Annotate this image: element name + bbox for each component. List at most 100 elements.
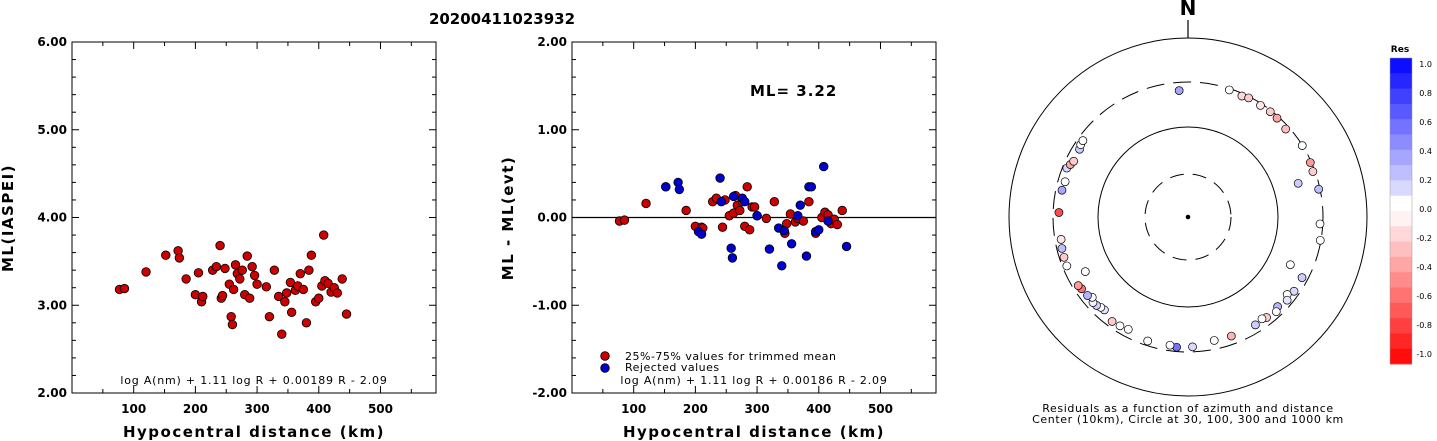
ml-distance-point-series-0 [304,265,314,275]
station-marker [1244,93,1254,103]
ml-distance-point-series-0 [341,309,352,319]
residual-distance-y-tick-label: 0.00 [537,211,567,225]
station-marker [1226,331,1236,341]
residual-distance-point-series-0 [804,197,814,207]
colorbar-cell [1390,149,1412,166]
colorbar-cell [1390,226,1412,243]
station-marker [1062,261,1072,271]
station-marker [1297,141,1307,150]
ml-distance-panel: 100 200 300 400 500 2.00 3.00 4.00 5.00 6.00 log … [0,35,437,441]
colorbar-tick-label: -0.4 [1416,263,1432,272]
ml-distance-point-series-0 [261,282,272,292]
colorbar-cell [1390,211,1412,227]
colorbar-cell [1390,73,1412,90]
north-label: N [1180,0,1197,20]
ml-distance-point-series-0 [332,288,342,298]
residual-distance-formula: log A(nm) + 1.11 log R + 0.00186 R - 2.0… [620,374,887,387]
colorbar-cell [1390,333,1412,350]
residual-distance-point-series-1 [819,161,829,172]
station-marker [1315,235,1325,245]
station-marker [1224,85,1234,95]
ml-distance-point-series-0 [295,268,305,279]
ml-distance-y-label: ML(IASPEI) [0,164,17,272]
ml-distance-point-series-0 [119,283,130,294]
station-marker [1080,267,1090,276]
legend-marker-rejected [600,363,610,373]
station-marker [1083,291,1092,300]
colorbar-cell [1390,348,1412,365]
station-marker [1056,235,1066,244]
residual-distance-point-series-0 [742,182,752,192]
ml-distance-y-tick-label: 3.00 [37,298,67,312]
ml-distance-x-tick-label: 100 [121,402,146,416]
colorbar-cell [1390,272,1412,288]
station-marker [1257,314,1267,324]
ml-distance-point-series-0 [161,250,171,260]
station-marker [1078,136,1088,145]
ml-distance-plot-frame [71,41,437,394]
ml-distance-point-series-0 [220,263,230,274]
colorbar-tick-label: -1.0 [1416,350,1432,359]
residual-distance-point-series-0 [837,205,847,216]
ml-distance-point-series-0 [281,288,292,298]
residual-distance-point-series-1 [786,239,797,249]
station-marker [1305,158,1315,167]
residual-distance-point-series-1 [779,225,789,236]
ml-distance-point-series-0 [301,318,312,328]
residual-distance-point-series-1 [806,182,817,192]
residual-distance-point-series-1 [728,191,739,202]
residual-distance-x-tick-label: 500 [868,402,893,416]
residual-distance-point-series-1 [795,200,805,210]
residual-distance-x-tick-label: 300 [745,402,770,416]
ml-distance-point-series-0 [235,274,245,284]
legend-label-trimmed: 25%-75% values for trimmed mean [625,350,837,363]
ml-distance-point-series-0 [273,291,284,302]
colorbar-tick-label: 0.8 [1419,89,1432,98]
ml-distance-point-series-0 [249,270,260,281]
station-marker [1285,260,1295,270]
residual-distance-y-tick-label: 1.00 [537,123,567,137]
ml-distance-point-series-0 [174,253,185,263]
station-marker [1209,336,1219,345]
circle-1000km [1008,37,1368,397]
ml-annotation: ML= 3.22 [750,82,837,100]
ml-distance-point-series-0 [230,260,241,270]
residual-distance-x-tick-label: 100 [621,402,646,416]
station-marker [1174,86,1184,95]
ml-distance-point-series-0 [337,274,347,284]
map-caption-line2: Center (10km), Circle at 30, 100, 300 an… [1032,413,1344,426]
colorbar-cell [1390,302,1412,319]
station-marker [1165,340,1175,350]
residual-distance-point-series-0 [761,213,772,224]
residual-distance-point-series-1 [841,241,852,252]
station-marker [1256,101,1265,110]
station-marker [1115,321,1125,331]
ml-distance-formula: log A(nm) + 1.11 log R + 0.00189 R - 2.0… [120,374,387,387]
colorbar-cell [1390,256,1412,273]
ml-distance-point-series-0 [226,311,236,322]
station-marker [1293,178,1303,188]
residual-distance-point-series-1 [696,229,707,239]
ml-distance-point-series-0 [242,251,252,261]
colorbar-cell [1390,241,1412,258]
ml-distance-point-series-0 [198,291,208,302]
colorbar-tick-label: -0.8 [1416,321,1432,330]
residual-distance-point-series-0 [735,205,745,216]
colorbar-frame [1389,57,1413,365]
station-marker [1272,113,1282,123]
ml-distance-x-tick-label: 500 [368,402,393,416]
residual-distance-point-series-1 [814,225,824,235]
residual-distance-point-series-1 [715,173,725,183]
station-marker [1054,208,1064,217]
station-marker [1069,156,1079,166]
ml-distance-point-series-0 [244,293,255,303]
map-center-dot [1185,214,1191,220]
ml-distance-point-series-0 [237,265,247,275]
residual-distance-point-series-0 [681,205,691,216]
ml-distance-point-series-0 [181,274,191,284]
ml-distance-point-series-0 [306,250,317,260]
station-marker [1314,184,1324,194]
residual-distance-point-series-0 [749,202,760,212]
station-marker [1265,107,1275,117]
